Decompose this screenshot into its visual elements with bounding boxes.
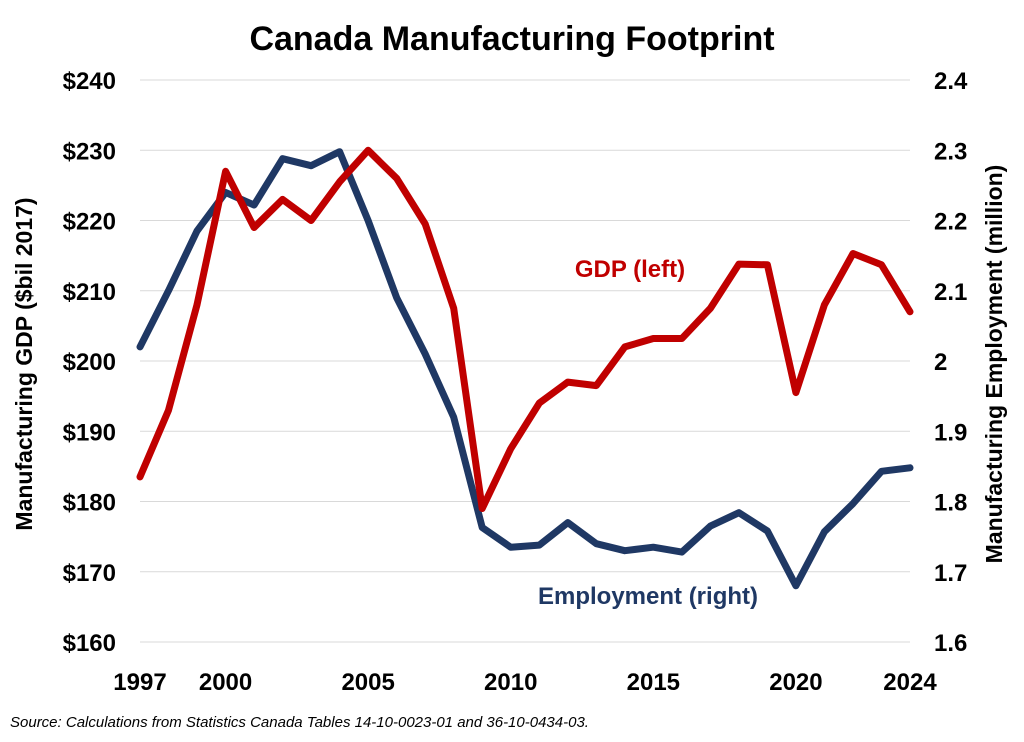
employment-line bbox=[136, 148, 914, 590]
x-tick-label: 2000 bbox=[199, 669, 252, 696]
gridlines bbox=[140, 79, 910, 643]
gdp-line bbox=[136, 146, 914, 512]
right-tick-label: 2.2 bbox=[934, 209, 967, 236]
right-tick-label: 1.9 bbox=[934, 419, 967, 446]
right-tick-label: 1.7 bbox=[934, 560, 967, 587]
left-tick-label: $170 bbox=[63, 560, 116, 587]
x-tick-label: 2010 bbox=[484, 669, 537, 696]
left-tick-label: $180 bbox=[63, 490, 116, 517]
right-tick-label: 2.4 bbox=[934, 68, 968, 95]
x-tick-label: 1997 bbox=[113, 669, 166, 696]
left-axis-label: Manufacturing GDP ($bil 2017) bbox=[11, 197, 37, 530]
x-tick-label: 2015 bbox=[627, 669, 680, 696]
left-tick-label: $220 bbox=[63, 209, 116, 236]
left-tick-label: $230 bbox=[63, 138, 116, 165]
left-axis-ticks: $160 $170 $180 $190 $200 $210 $220 $230 $240 bbox=[63, 68, 116, 657]
right-tick-label: 2.1 bbox=[934, 279, 967, 306]
right-tick-label: 2.3 bbox=[934, 138, 967, 165]
x-tick-label: 2024 bbox=[883, 669, 937, 696]
right-tick-label: 1.8 bbox=[934, 490, 967, 517]
left-tick-label: $210 bbox=[63, 279, 116, 306]
left-tick-label: $160 bbox=[63, 630, 116, 657]
right-tick-label: 2 bbox=[934, 349, 947, 376]
left-tick-label: $240 bbox=[63, 68, 116, 95]
source-note: Source: Calculations from Statistics Can… bbox=[10, 714, 589, 731]
x-axis-ticks: 1997 2000 2005 2010 2015 2020 2024 bbox=[113, 669, 937, 696]
right-axis-label: Manufacturing Employment (million) bbox=[981, 165, 1007, 564]
right-axis-ticks: 1.6 1.7 1.8 1.9 2 2.1 2.2 2.3 2.4 bbox=[934, 68, 968, 657]
chart-title: Canada Manufacturing Footprint bbox=[249, 20, 774, 58]
right-tick-label: 1.6 bbox=[934, 630, 967, 657]
series-lines bbox=[136, 146, 914, 590]
x-tick-label: 2020 bbox=[769, 669, 822, 696]
gdp-series-label: GDP (left) bbox=[575, 256, 685, 283]
left-tick-label: $190 bbox=[63, 419, 116, 446]
employment-series-label: Employment (right) bbox=[538, 583, 758, 610]
left-tick-label: $200 bbox=[63, 349, 116, 376]
x-tick-label: 2005 bbox=[341, 669, 394, 696]
